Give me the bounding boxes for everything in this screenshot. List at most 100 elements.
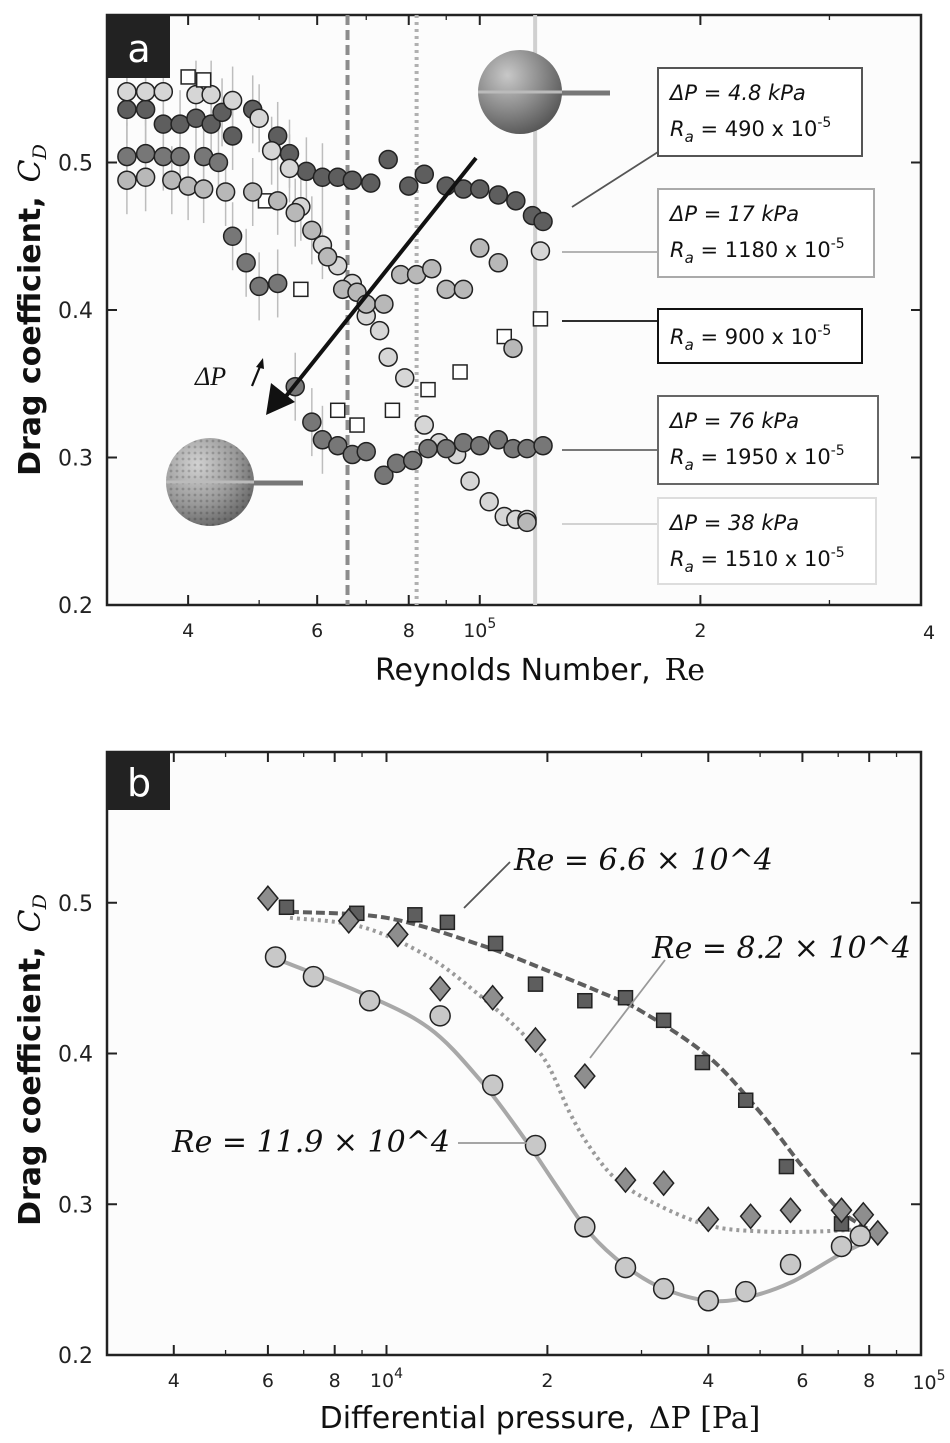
label-part: = 900 x 10 xyxy=(694,325,818,349)
x-tick-label-base: 4 xyxy=(702,1370,714,1392)
data-point xyxy=(481,1074,504,1096)
data-point xyxy=(503,338,523,359)
x-tick-label: 104 xyxy=(370,1366,403,1392)
data-point xyxy=(577,992,593,1009)
label-box-series-dp-4-8kpa: ΔP = 4.8 kPa Ra = 490 x 10-5 xyxy=(571,67,863,208)
data-point xyxy=(285,202,305,223)
data-point xyxy=(117,81,137,102)
x-tick-label-exponent: 4 xyxy=(394,1366,403,1382)
x-tick-label-base: 8 xyxy=(863,1370,875,1392)
series-label-line: Ra = 1510 x 10-5 xyxy=(670,545,845,576)
data-point xyxy=(342,170,363,190)
data-point xyxy=(488,185,509,205)
data-point xyxy=(267,191,288,211)
data-point xyxy=(429,975,452,1002)
y-tick-label: 0.5 xyxy=(58,892,93,917)
data-point xyxy=(135,143,156,164)
x-tick-label-base: 2 xyxy=(541,1370,553,1392)
series-label-line: ΔP = 4.8 kPa xyxy=(668,81,806,105)
label-part: -5 xyxy=(831,443,845,459)
y-tick-label: 0.2 xyxy=(58,594,93,619)
label-box-series-dp-17kpa: ΔP = 17 kPa Ra = 1180 x 10-5 xyxy=(562,188,875,278)
data-point xyxy=(734,1280,757,1303)
data-point xyxy=(436,438,456,459)
data-point xyxy=(249,108,269,128)
series-label-line: Ra = 1950 x 10-5 xyxy=(670,443,845,474)
data-point xyxy=(153,114,174,134)
label-part: = 1510 x 10 xyxy=(694,547,831,571)
data-point xyxy=(506,191,526,211)
series-re-11-9 xyxy=(264,946,872,1312)
y-axis-label-b: Drag coefficient,CD xyxy=(13,894,51,1226)
data-point xyxy=(135,167,156,187)
data-point xyxy=(327,435,348,456)
x-tick-label: 105 xyxy=(912,1368,945,1394)
x-tick-label-base: 8 xyxy=(403,620,415,642)
label-box-series-dp-38kpa: ΔP = 38 kPa Ra = 1510 x 10-5 xyxy=(562,497,877,585)
label-part: a xyxy=(685,128,694,146)
x-tick-label: 4 xyxy=(702,1370,714,1392)
label-re-6-6: Re = 6.6 × 10^4 xyxy=(463,843,773,909)
data-point xyxy=(267,273,288,294)
smooth-sphere-image xyxy=(478,50,610,134)
label-box xyxy=(657,188,875,278)
data-point xyxy=(153,146,174,167)
data-point xyxy=(779,1197,802,1224)
data-point xyxy=(356,441,376,462)
x-tick-label-base: 6 xyxy=(796,1370,808,1392)
label-part: R xyxy=(670,547,685,571)
label-part: R xyxy=(670,238,685,262)
data-point xyxy=(429,1005,451,1027)
data-point xyxy=(517,438,537,459)
x-tick-label-base: 10 xyxy=(463,620,487,642)
data-point xyxy=(530,241,551,261)
data-point xyxy=(532,311,549,327)
data-point xyxy=(317,247,338,267)
x-tick-label-exponent: 5 xyxy=(937,1368,946,1384)
x-tick-label-base: 4 xyxy=(182,620,194,642)
data-point xyxy=(222,226,243,246)
data-point xyxy=(201,84,221,105)
data-point xyxy=(517,512,537,533)
label-box-series-ra-900: Ra = 900 x 10-5 xyxy=(562,308,863,364)
x-tick-label: 8 xyxy=(863,1370,875,1392)
data-point xyxy=(279,158,300,179)
label-re-8-2-text: Re = 8.2 × 10^4 xyxy=(651,931,911,966)
data-point xyxy=(849,1225,872,1247)
series-label-line: ΔP = 17 kPa xyxy=(668,202,799,226)
y-tick-label: 0.4 xyxy=(58,299,93,324)
data-point xyxy=(256,885,279,912)
data-point xyxy=(329,402,346,419)
x-tick-label: 6 xyxy=(262,1370,274,1392)
x-tick-label-base: 4 xyxy=(168,1370,180,1392)
data-point xyxy=(574,1216,596,1238)
data-point xyxy=(153,81,174,102)
data-point xyxy=(386,453,407,474)
label-part: = 490 x 10 xyxy=(694,117,818,141)
data-point xyxy=(778,1158,795,1175)
x-axis-label-b: Differential pressure, ΔP [Pa] xyxy=(320,1401,761,1436)
data-point xyxy=(694,1054,711,1071)
x-tick-label-exponent: 5 xyxy=(487,616,496,632)
x-tick-label: 4 xyxy=(923,622,935,644)
data-point xyxy=(135,81,156,102)
x-axis-label-a: Reynolds Number, Re xyxy=(375,653,705,688)
data-point xyxy=(737,1092,754,1108)
data-point xyxy=(452,364,468,380)
x-tick-label-base: 2 xyxy=(694,620,706,642)
series-label-line: ΔP = 38 kPa xyxy=(668,511,799,535)
label-part: a xyxy=(685,558,694,576)
y-tick-label: 0.5 xyxy=(58,152,93,177)
data-point xyxy=(222,126,243,146)
data-point xyxy=(293,281,309,298)
y-tick-label: 0.2 xyxy=(58,1344,93,1369)
panel-b-tag xyxy=(108,753,170,810)
panel-a-letter: a xyxy=(127,27,150,71)
data-point xyxy=(866,1219,889,1247)
data-point xyxy=(533,435,553,456)
fit-curves-b xyxy=(274,909,871,1304)
data-point xyxy=(527,976,544,992)
y-tick-label: 0.3 xyxy=(58,447,93,472)
data-point xyxy=(386,921,409,948)
data-point xyxy=(488,253,509,273)
